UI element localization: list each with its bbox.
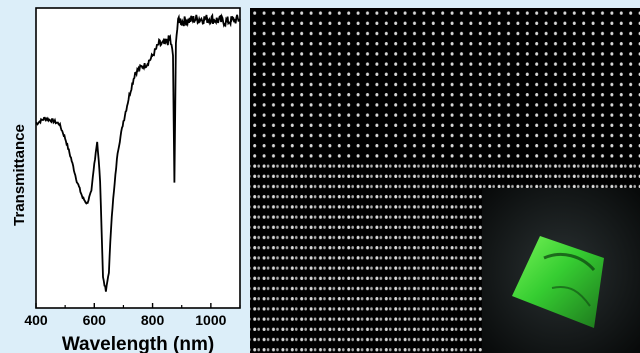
inset-photo — [482, 188, 640, 353]
x-tick-label: 800 — [141, 312, 165, 328]
film-crease-2 — [551, 286, 591, 307]
y-axis-label: Transmittance — [11, 124, 28, 226]
inset-photo-image — [482, 188, 640, 353]
transmittance-chart: 400 600 800 1000 Transmittance Wavelength (… — [0, 0, 250, 353]
x-axis-label: Wavelength (nm) — [62, 334, 214, 353]
plot-frame — [35, 7, 241, 309]
film-crease — [543, 253, 596, 272]
x-ticks: 400 600 800 1000 — [24, 303, 241, 328]
micrograph-panel — [250, 8, 640, 353]
x-tick-label: 1000 — [195, 312, 226, 328]
x-tick-label: 600 — [83, 312, 107, 328]
x-tick-label: 400 — [24, 312, 48, 328]
series-line — [35, 12, 241, 292]
chart-svg: 400 600 800 1000 Transmittance Wavelength (… — [11, 7, 241, 353]
